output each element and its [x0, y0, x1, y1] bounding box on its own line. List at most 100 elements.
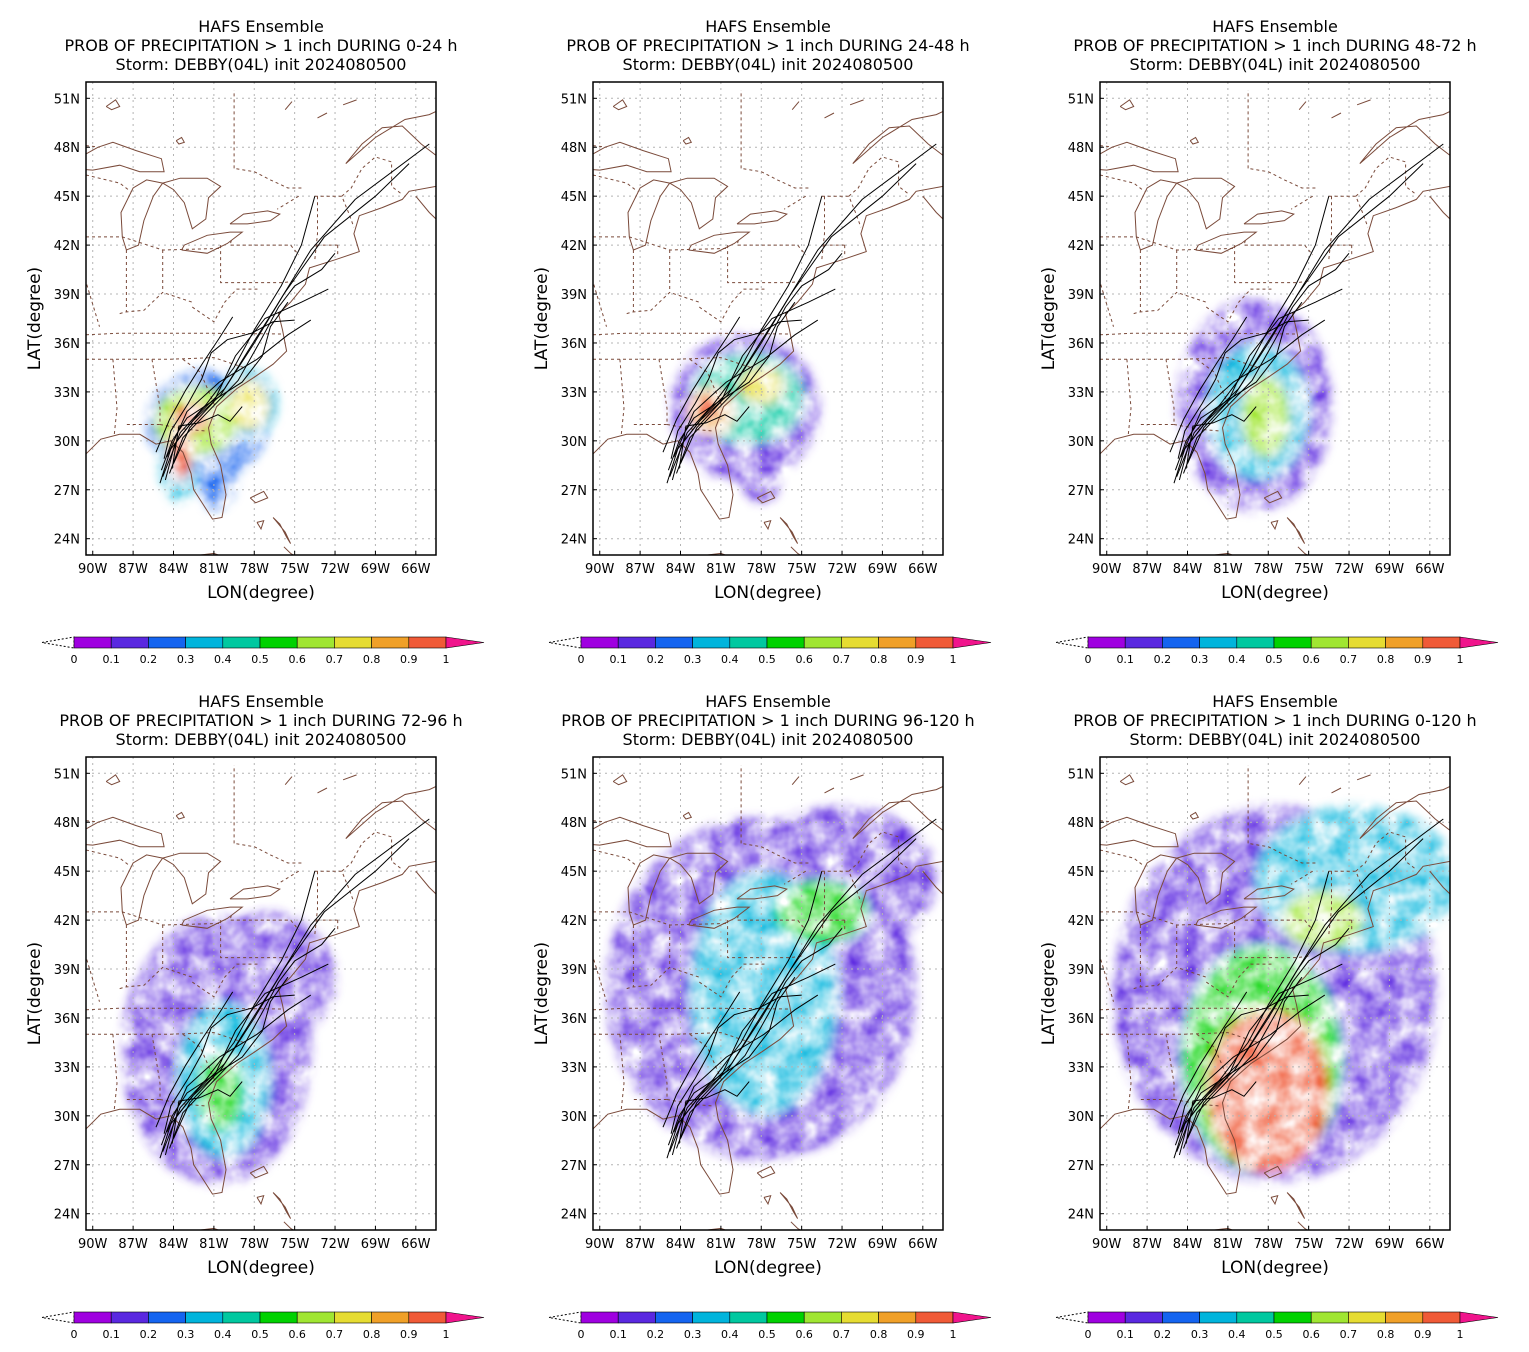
- colorbar-tick-label: 0.1: [609, 1328, 627, 1341]
- colorbar-segment: [148, 1311, 186, 1324]
- coastline: [86, 860, 436, 1195]
- colorbar-segment: [803, 1311, 842, 1324]
- colorbar-segment: [729, 1311, 768, 1324]
- colorbar-segment: [1348, 636, 1386, 649]
- storm-tracks: [662, 143, 937, 484]
- map-frame: [85, 81, 437, 556]
- state-border: [182, 358, 216, 407]
- y-tick-label: 27N: [561, 484, 587, 499]
- y-axis-label: LAT(degree): [1039, 267, 1059, 370]
- island-outline: [849, 774, 864, 781]
- track-line: [676, 252, 843, 474]
- colorbar-tick-label: 0.7: [833, 1328, 851, 1341]
- storm-tracks: [662, 818, 937, 1159]
- state-border: [1100, 911, 1235, 926]
- track-line: [670, 994, 802, 1134]
- colorbar-tick-label: 0.8: [870, 653, 888, 666]
- track-line: [662, 991, 741, 1128]
- gridlines: [593, 82, 943, 555]
- state-border: [1234, 920, 1309, 959]
- island-outline: [779, 1192, 799, 1219]
- colorbar-over-triangle: [952, 1311, 992, 1324]
- y-tick-label: 30N: [1068, 1110, 1094, 1125]
- coastline: [415, 870, 436, 895]
- island-outline: [1119, 774, 1135, 786]
- colorbar: 0 0.1 0.2 0.3 0.4 0.5 0.6 0.7 0.8 0.9 1: [41, 636, 485, 666]
- lake-outline: [181, 906, 244, 929]
- colorbar-over-triangle: [445, 1311, 485, 1324]
- x-tick-label: 69W: [1375, 562, 1405, 577]
- island-outline: [256, 519, 265, 531]
- state-border: [276, 870, 299, 885]
- y-tick-label: 30N: [561, 435, 587, 450]
- colorbar-tick-label: 0.9: [907, 1328, 925, 1341]
- coastline: [852, 785, 943, 839]
- state-border: [741, 167, 809, 189]
- colorbar-segment: [1273, 1311, 1312, 1324]
- y-tick-label: 51N: [1068, 92, 1094, 107]
- colorbar-tick-label: 0.2: [647, 1328, 665, 1341]
- colorbar-under-triangle: [548, 636, 582, 649]
- panel-title-variable: PROB OF PRECIPITATION > 1 inch DURING 0-…: [1073, 711, 1476, 730]
- map-area: [593, 757, 943, 1230]
- map-area: [593, 82, 943, 555]
- state-border: [86, 236, 221, 251]
- colorbar-segment: [1199, 1311, 1238, 1324]
- y-tick-label: 24N: [561, 1208, 587, 1223]
- panel-title-model: HAFS Ensemble: [1212, 17, 1338, 36]
- track-line: [166, 994, 312, 1133]
- panel-title-model: HAFS Ensemble: [198, 17, 324, 36]
- state-border: [1328, 195, 1369, 228]
- island-outline: [1263, 1165, 1283, 1179]
- island-outline: [756, 1165, 776, 1179]
- colorbar-tick-label: 0.2: [1154, 1328, 1172, 1341]
- x-tick-label: 75W: [787, 562, 817, 577]
- y-tick-label: 33N: [561, 386, 587, 401]
- x-axis-label: LON(degree): [1221, 1258, 1329, 1278]
- y-tick-label: 33N: [54, 386, 80, 401]
- state-border: [1100, 357, 1258, 368]
- state-border: [1206, 288, 1273, 323]
- x-tick-label: 69W: [361, 1237, 391, 1252]
- colorbar-tick-label: 0.1: [1116, 1328, 1134, 1341]
- panel-title-variable: PROB OF PRECIPITATION > 1 inch DURING 48…: [1073, 36, 1476, 55]
- colorbar-tick-label: 0.9: [1414, 1328, 1432, 1341]
- coastline: [593, 185, 943, 520]
- state-border: [626, 966, 700, 990]
- colorbar-segment: [1124, 636, 1163, 649]
- state-borders: [593, 765, 910, 1110]
- island-outline: [1270, 1194, 1279, 1206]
- state-border: [1243, 915, 1314, 931]
- island-outline: [284, 101, 293, 111]
- state-border: [619, 1034, 625, 1110]
- colorbar-segment: [878, 636, 917, 649]
- track-line: [160, 976, 289, 1146]
- track-line: [673, 319, 819, 458]
- colorbar-tick-label: 0.8: [1377, 653, 1395, 666]
- storm-tracks: [1169, 143, 1444, 484]
- colorbar-segment: [1385, 636, 1424, 649]
- y-axis-label: LAT(degree): [25, 942, 45, 1045]
- track-line: [173, 288, 329, 464]
- track-line: [680, 288, 836, 464]
- island-outline: [1356, 774, 1371, 781]
- map-area: [1100, 757, 1450, 1230]
- state-border: [1248, 167, 1316, 189]
- x-tick-label: 90W: [1092, 562, 1122, 577]
- x-tick-label: 69W: [1375, 1237, 1405, 1252]
- colorbar: 0 0.1 0.2 0.3 0.4 0.5 0.6 0.7 0.8 0.9 1: [1055, 1311, 1499, 1341]
- storm-tracks: [1169, 818, 1444, 1159]
- x-tick-label: 84W: [1173, 562, 1203, 577]
- island-outline: [105, 774, 121, 786]
- colorbar-segment: [334, 636, 372, 649]
- x-axis-label: LON(degree): [1221, 583, 1329, 603]
- y-tick-label: 36N: [54, 1012, 80, 1027]
- state-border: [229, 240, 300, 256]
- map-outlines: [593, 774, 943, 1230]
- y-tick-label: 27N: [54, 484, 80, 499]
- map-frame: [592, 81, 944, 556]
- storm-tracks: [155, 143, 430, 484]
- island-outline: [196, 1227, 220, 1230]
- lake-outline: [1176, 177, 1236, 230]
